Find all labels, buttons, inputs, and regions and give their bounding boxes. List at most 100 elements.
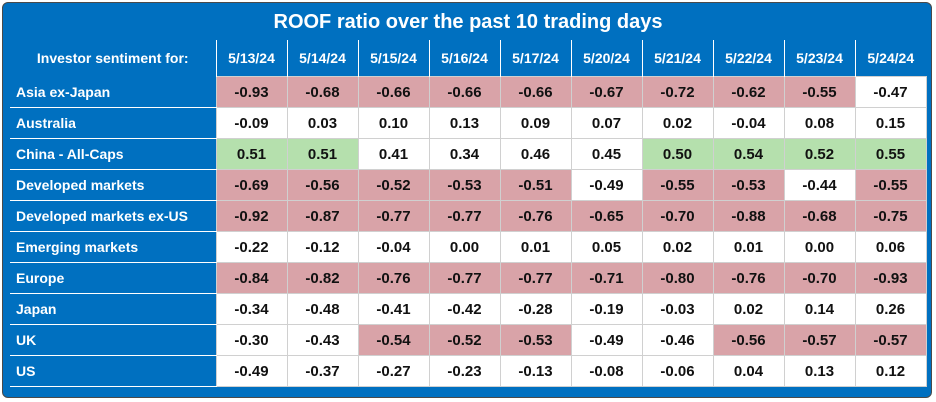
value-cell: 0.26	[854, 293, 927, 325]
column-header-date: 5/20/24	[570, 40, 642, 77]
column-header-date: 5/14/24	[286, 40, 358, 77]
value-cell: -0.52	[357, 169, 430, 201]
column-header-date: 5/16/24	[428, 40, 500, 77]
value-cell: -0.66	[428, 76, 501, 108]
value-cell: 0.03	[286, 107, 359, 139]
value-cell: -0.52	[428, 324, 501, 356]
value-cell: -0.49	[570, 169, 643, 201]
value-cell: 0.51	[286, 138, 359, 170]
value-cell: -0.12	[286, 231, 359, 263]
value-cell: -0.08	[570, 355, 643, 387]
value-cell: -0.53	[428, 169, 501, 201]
value-cell: -0.46	[641, 324, 714, 356]
value-cell: -0.09	[215, 107, 288, 139]
value-cell: -0.57	[783, 324, 856, 356]
value-cell: 0.09	[499, 107, 572, 139]
value-cell: 0.07	[570, 107, 643, 139]
value-cell: -0.76	[499, 200, 572, 232]
column-header-date: 5/13/24	[215, 40, 287, 77]
value-cell: -0.23	[428, 355, 501, 387]
value-cell: -0.68	[286, 76, 359, 108]
row-label: Emerging markets	[10, 231, 216, 263]
value-cell: -0.80	[641, 262, 714, 294]
value-cell: -0.47	[854, 76, 927, 108]
value-cell: -0.48	[286, 293, 359, 325]
row-label: Europe	[10, 262, 216, 294]
roof-ratio-table: Investor sentiment for: 5/13/24 5/14/24 5/…	[10, 40, 927, 387]
value-cell: 0.01	[712, 231, 785, 263]
value-cell: 0.02	[641, 231, 714, 263]
value-cell: 0.13	[783, 355, 856, 387]
table-row: Europe -0.84 -0.82 -0.76 -0.77 -0.77 -0.71 -0.8…	[10, 262, 927, 294]
value-cell: -0.77	[428, 200, 501, 232]
value-cell: -0.68	[783, 200, 856, 232]
value-cell: -0.49	[570, 324, 643, 356]
table-row: Developed markets -0.69 -0.56 -0.52 -0.53 -0.…	[10, 169, 927, 201]
value-cell: 0.34	[428, 138, 501, 170]
value-cell: 0.02	[641, 107, 714, 139]
value-cell: -0.70	[641, 200, 714, 232]
value-cell: -0.06	[641, 355, 714, 387]
value-cell: -0.34	[215, 293, 288, 325]
row-label: Developed markets	[10, 169, 216, 201]
value-cell: 0.50	[641, 138, 714, 170]
table-row: Australia -0.09 0.03 0.10 0.13 0.09 0.07 0.02 -0…	[10, 107, 927, 139]
table-row: US -0.49 -0.37 -0.27 -0.23 -0.13 -0.08 -0.06 0.0…	[10, 355, 927, 387]
value-cell: -0.88	[712, 200, 785, 232]
value-cell: 0.13	[428, 107, 501, 139]
value-cell: 0.06	[854, 231, 927, 263]
value-cell: -0.56	[712, 324, 785, 356]
value-cell: -0.13	[499, 355, 572, 387]
value-cell: -0.54	[357, 324, 430, 356]
value-cell: 0.15	[854, 107, 927, 139]
value-cell: -0.53	[499, 324, 572, 356]
value-cell: -0.93	[854, 262, 927, 294]
value-cell: -0.82	[286, 262, 359, 294]
table-row: Developed markets ex-US -0.92 -0.87 -0.77 -0…	[10, 200, 927, 232]
row-label: US	[10, 355, 216, 387]
value-cell: 0.01	[499, 231, 572, 263]
table-row: Japan -0.34 -0.48 -0.41 -0.42 -0.28 -0.19 -0.03…	[10, 293, 927, 325]
value-cell: -0.76	[712, 262, 785, 294]
column-header-date: 5/24/24	[854, 40, 926, 77]
value-cell: -0.77	[499, 262, 572, 294]
value-cell: 0.05	[570, 231, 643, 263]
value-cell: 0.41	[357, 138, 430, 170]
table-row: UK -0.30 -0.43 -0.54 -0.52 -0.53 -0.49 -0.46 -0.…	[10, 324, 927, 356]
row-label: Asia ex-Japan	[10, 76, 216, 108]
value-cell: -0.93	[215, 76, 288, 108]
value-cell: -0.72	[641, 76, 714, 108]
corner-label: Investor sentiment for:	[36, 50, 189, 67]
value-cell: 0.55	[854, 138, 927, 170]
table-row: Asia ex-Japan -0.93 -0.68 -0.66 -0.66 -0.66 -0…	[10, 76, 927, 108]
value-cell: 0.12	[854, 355, 927, 387]
value-cell: -0.55	[854, 169, 927, 201]
value-cell: -0.87	[286, 200, 359, 232]
value-cell: -0.37	[286, 355, 359, 387]
value-cell: -0.77	[357, 200, 430, 232]
chart-title: ROOF ratio over the past 10 trading days	[273, 11, 663, 33]
value-cell: -0.62	[712, 76, 785, 108]
table-body: Asia ex-Japan -0.93 -0.68 -0.66 -0.66 -0.66 -0…	[10, 76, 927, 387]
value-cell: -0.66	[499, 76, 572, 108]
value-cell: 0.04	[712, 355, 785, 387]
value-cell: -0.71	[570, 262, 643, 294]
row-label: Developed markets ex-US	[10, 200, 216, 232]
column-header-date: 5/21/24	[641, 40, 713, 77]
value-cell: -0.57	[854, 324, 927, 356]
value-cell: -0.76	[357, 262, 430, 294]
value-cell: -0.84	[215, 262, 288, 294]
value-cell: -0.19	[570, 293, 643, 325]
value-cell: -0.65	[570, 200, 643, 232]
column-header-date: 5/15/24	[357, 40, 429, 77]
value-cell: -0.69	[215, 169, 288, 201]
value-cell: 0.14	[783, 293, 856, 325]
value-cell: -0.55	[641, 169, 714, 201]
row-label: UK	[10, 324, 216, 356]
column-header-date: 5/17/24	[499, 40, 571, 77]
value-cell: 0.51	[215, 138, 288, 170]
value-cell: -0.53	[712, 169, 785, 201]
value-cell: -0.56	[286, 169, 359, 201]
value-cell: 0.52	[783, 138, 856, 170]
value-cell: -0.92	[215, 200, 288, 232]
